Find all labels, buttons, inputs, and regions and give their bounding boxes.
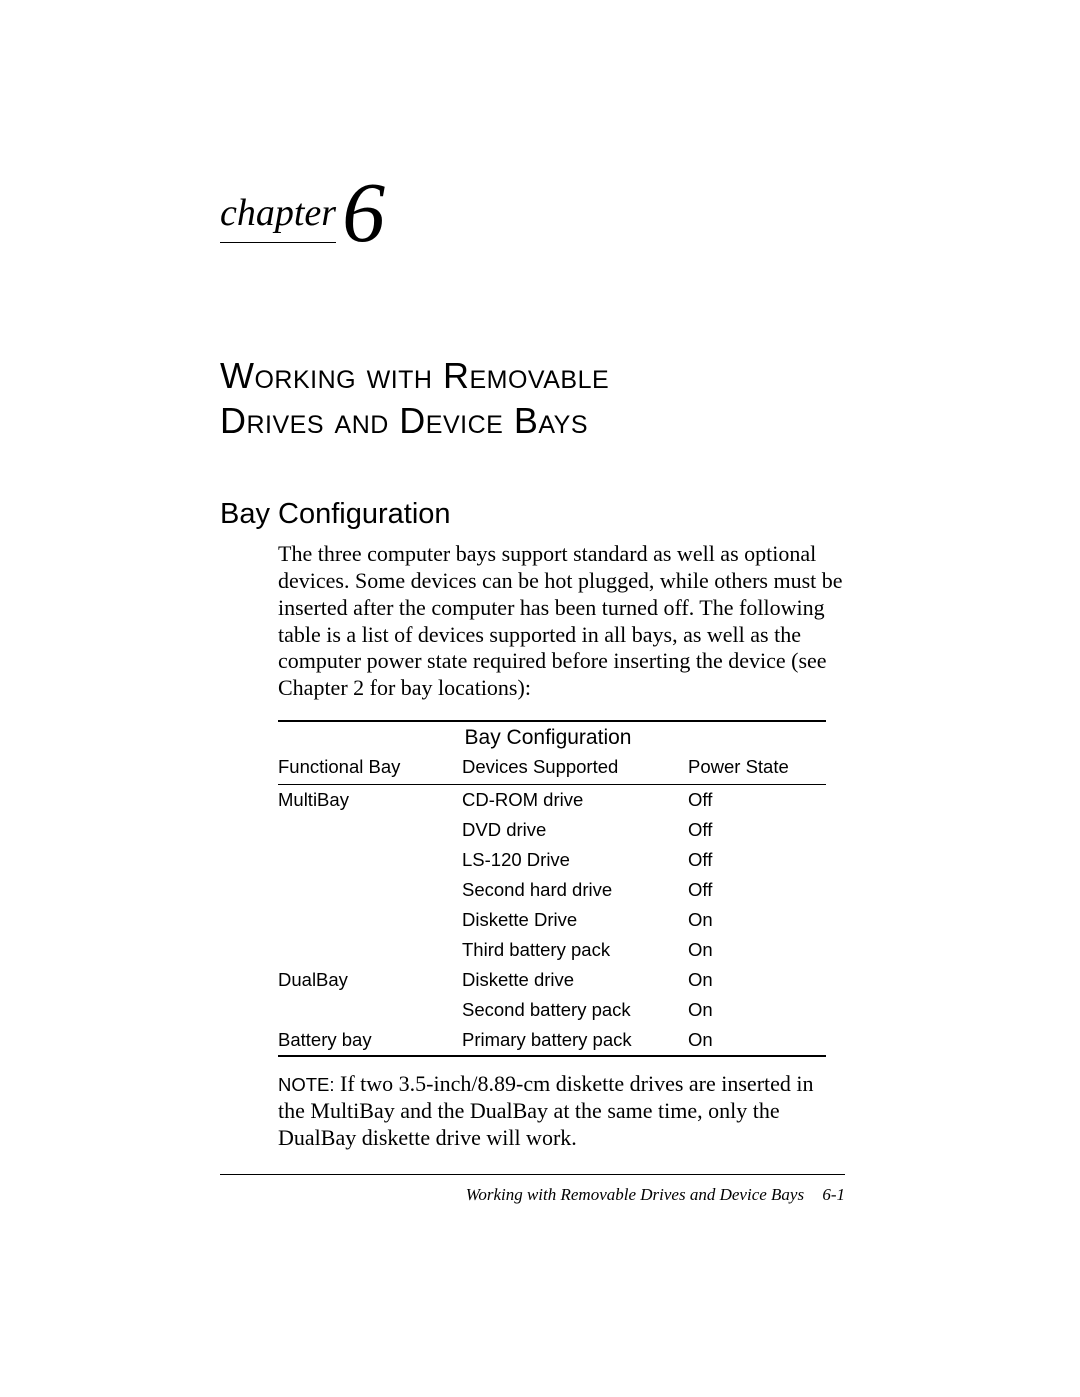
table-row: Second hard drive Off (278, 875, 826, 905)
footer-text: Working with Removable Drives and Device… (466, 1185, 804, 1204)
cell-power: On (688, 1025, 826, 1056)
cell-bay (278, 935, 462, 965)
cell-bay (278, 905, 462, 935)
table-row: Second battery pack On (278, 995, 826, 1025)
chapter-number: 6 (342, 176, 385, 249)
title-line-1: Working with Removable (220, 355, 609, 396)
cell-power: Off (688, 845, 826, 875)
table-row: Battery bay Primary battery pack On (278, 1025, 826, 1056)
table-row: Third battery pack On (278, 935, 826, 965)
cell-power: On (688, 905, 826, 935)
cell-bay (278, 845, 462, 875)
footer-rule (220, 1174, 845, 1175)
table-row: Diskette Drive On (278, 905, 826, 935)
cell-power: On (688, 935, 826, 965)
intro-paragraph: The three computer bays support standard… (278, 541, 845, 702)
cell-power: Off (688, 815, 826, 845)
table-row: DualBay Diskette drive On (278, 965, 826, 995)
cell-bay: DualBay (278, 965, 462, 995)
page-title: Working with Removable Drives and Device… (220, 353, 845, 443)
table-col-devices: Devices Supported (462, 754, 688, 785)
cell-power: Off (688, 875, 826, 905)
bay-config-table-wrap: Bay Configuration Functional Bay Devices… (278, 720, 826, 1057)
cell-device: Primary battery pack (462, 1025, 688, 1056)
footer-page-number: 6-1 (822, 1185, 845, 1204)
cell-bay: Battery bay (278, 1025, 462, 1056)
chapter-label: chapter (220, 194, 336, 243)
table-title: Bay Configuration (278, 721, 826, 754)
cell-device: Diskette Drive (462, 905, 688, 935)
cell-power: On (688, 965, 826, 995)
cell-bay: MultiBay (278, 785, 462, 816)
table-row: DVD drive Off (278, 815, 826, 845)
cell-device: Second battery pack (462, 995, 688, 1025)
table-row: MultiBay CD-ROM drive Off (278, 785, 826, 816)
bay-config-table: Bay Configuration Functional Bay Devices… (278, 720, 826, 1057)
cell-power: On (688, 995, 826, 1025)
cell-bay (278, 815, 462, 845)
section-heading: Bay Configuration (220, 498, 845, 531)
title-line-2: Drives and Device Bays (220, 400, 588, 441)
cell-device: CD-ROM drive (462, 785, 688, 816)
note-label: NOTE: (278, 1074, 335, 1095)
cell-device: DVD drive (462, 815, 688, 845)
footer: Working with Removable Drives and Device… (466, 1185, 845, 1205)
cell-device: LS-120 Drive (462, 845, 688, 875)
chapter-heading: chapter 6 (220, 170, 845, 243)
note-body: If two 3.5-inch/8.89-cm diskette drives … (278, 1071, 814, 1150)
table-header-row: Functional Bay Devices Supported Power S… (278, 754, 826, 785)
cell-device: Diskette drive (462, 965, 688, 995)
cell-bay (278, 995, 462, 1025)
cell-device: Second hard drive (462, 875, 688, 905)
table-col-power: Power State (688, 754, 826, 785)
cell-power: Off (688, 785, 826, 816)
table-col-functional-bay: Functional Bay (278, 754, 462, 785)
cell-device: Third battery pack (462, 935, 688, 965)
page: chapter 6 Working with Removable Drives … (0, 0, 1080, 1397)
note-paragraph: NOTE: If two 3.5-inch/8.89-cm diskette d… (278, 1071, 845, 1151)
table-row: LS-120 Drive Off (278, 845, 826, 875)
cell-bay (278, 875, 462, 905)
